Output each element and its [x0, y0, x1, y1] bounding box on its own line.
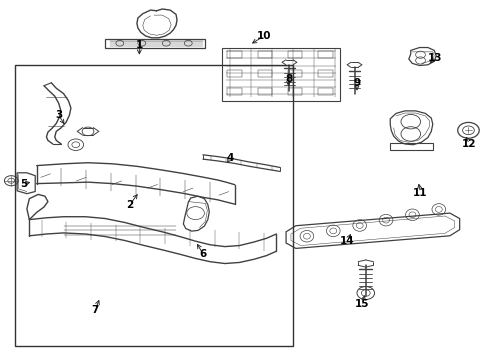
Text: 14: 14: [339, 236, 354, 246]
Text: 1: 1: [136, 40, 142, 50]
Text: 7: 7: [91, 305, 99, 315]
Text: 2: 2: [126, 200, 133, 210]
Text: 10: 10: [256, 31, 271, 41]
Text: 5: 5: [20, 179, 27, 189]
Text: 13: 13: [427, 53, 442, 63]
Text: 4: 4: [225, 153, 233, 163]
Text: 9: 9: [353, 78, 360, 88]
Text: 12: 12: [461, 139, 476, 149]
Text: 8: 8: [285, 74, 291, 84]
Text: 6: 6: [199, 249, 206, 259]
Text: 3: 3: [55, 110, 62, 120]
Text: 15: 15: [354, 299, 368, 309]
Bar: [15, 65, 293, 346]
Text: 11: 11: [412, 188, 427, 198]
